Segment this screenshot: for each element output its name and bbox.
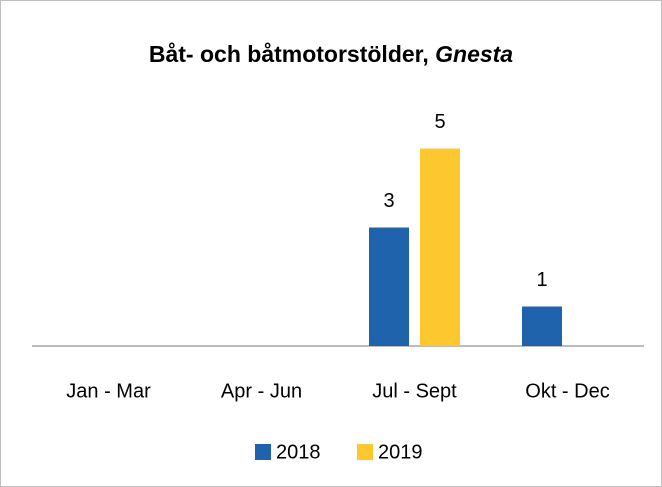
bar: [522, 306, 562, 346]
legend-label: 2018: [276, 441, 321, 463]
chart-title: Båt- och båtmotorstölder, Gnesta: [149, 41, 513, 67]
title-main: Båt- och båtmotorstölder,: [149, 41, 435, 67]
x-tick-label: Jan - Mar: [66, 380, 151, 402]
legend-swatch: [255, 444, 271, 460]
x-tick-label: Okt - Dec: [525, 380, 609, 402]
data-label: 1: [536, 269, 547, 291]
data-label: 3: [383, 190, 394, 212]
title-place: Gnesta: [435, 41, 513, 67]
legend-label: 2019: [378, 441, 423, 463]
legend-swatch: [357, 444, 373, 460]
data-label: 5: [434, 111, 445, 133]
bar: [420, 148, 460, 346]
x-tick-label: Apr - Jun: [221, 380, 302, 402]
x-tick-label: Jul - Sept: [372, 380, 457, 402]
bar: [369, 227, 409, 346]
